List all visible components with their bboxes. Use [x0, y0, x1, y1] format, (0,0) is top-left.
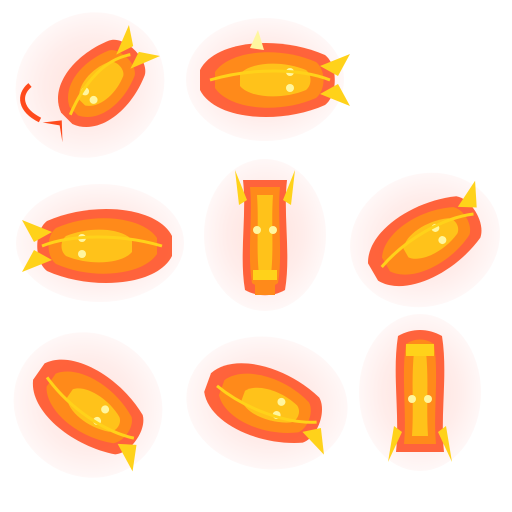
dragon-frame-1 [0, 0, 193, 187]
dragon-frame-7 [175, 323, 359, 483]
dragon-frame-3 [200, 155, 330, 315]
dragon-frame-4 [10, 178, 190, 308]
dragon-frame-8 [355, 310, 485, 475]
dragon-frame-5 [331, 151, 512, 329]
dragon-frame-6 [0, 303, 191, 507]
dragon-frame-2 [180, 12, 350, 147]
